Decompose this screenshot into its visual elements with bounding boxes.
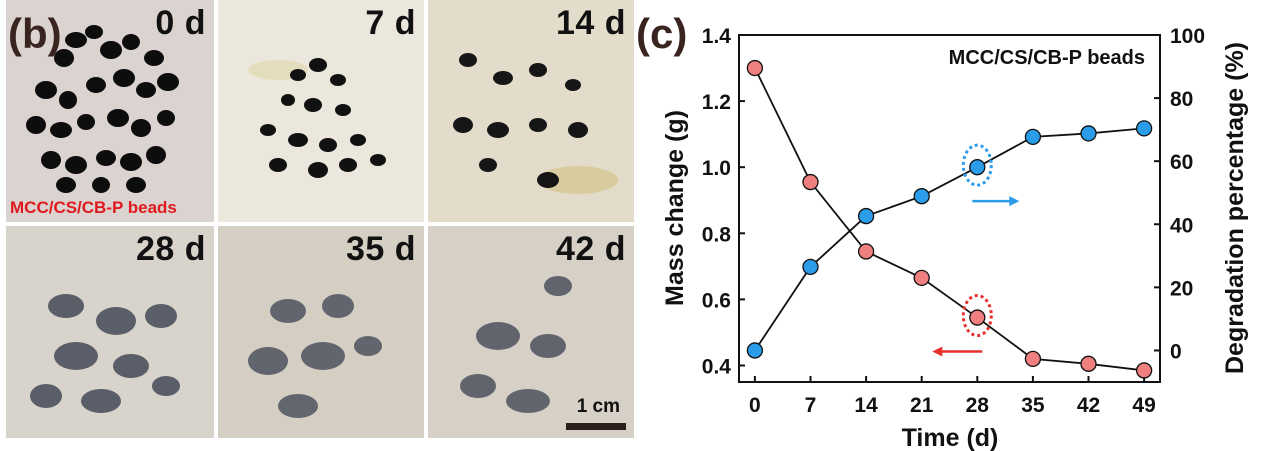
right-y-tick-label: 60 [1170,151,1193,174]
day-label: 14 d [555,4,626,42]
plot-frame [738,34,1161,383]
left-y-tick-label: 0.8 [702,223,732,246]
day-label: 42 d [555,230,626,268]
series-1-point [746,342,764,359]
arrow-right-head [1009,196,1020,207]
photo-day-42: 42 d 1 cm [428,226,634,438]
right-y-tick-label: 80 [1170,88,1193,111]
series-0-point [969,309,986,326]
series-0-point [746,59,764,77]
x-tick-label: 49 [1132,394,1155,417]
x-tick-label: 35 [1021,394,1045,417]
x-tick-label: 14 [854,394,878,417]
beads-photo-day-35 [218,226,424,438]
series-0-point [1024,350,1042,368]
series-0-point [802,173,819,191]
x-tick-label: 7 [805,394,817,417]
series-1-point [1080,125,1097,142]
series-0-point [913,269,930,287]
series-0-point [1135,362,1153,379]
photo-panel: 0 d MCC/CS/CB-P beads 7 d [6,0,634,438]
right-y-tick-label: 100 [1170,25,1205,48]
beads-photo-day-7 [218,0,424,222]
photo-day-35: 35 d [218,226,424,438]
x-tick-label: 21 [910,394,934,417]
left-y-tick-label: 1.0 [702,157,731,180]
series-1-point [913,188,930,205]
right-y-tick-label: 0 [1170,340,1182,363]
right-axis-label: Degradation percentage (%) [1221,42,1249,374]
scale-bar-label: 1 cm [576,396,620,417]
x-tick-label: 42 [1077,394,1100,417]
series-1-point [802,258,819,276]
series-1-point [1024,128,1042,146]
left-y-tick-label: 1.2 [702,91,731,114]
beads-photo-day-42 [428,226,634,438]
scale-bar [566,423,626,430]
x-tick-label: 0 [749,394,761,417]
series-0-point [1080,355,1097,372]
highlight-circle [961,143,993,187]
right-y-tick-label: 20 [1170,277,1193,300]
photo-day-7: 7 d [218,0,424,222]
left-y-tick-label: 0.4 [702,355,732,378]
series-1-point [857,207,875,225]
panel-letter-b: (b) [8,10,62,57]
highlight-circle [961,294,993,338]
day-label: 35 d [345,230,416,268]
chart-title: MCC/CS/CB-P beads [949,47,1145,69]
photo-day-28: 28 d [6,226,214,438]
beads-photo-day-0 [6,0,214,222]
beads-photo-day-28 [6,226,214,438]
panel-letter-c: (c) [636,10,688,57]
left-y-tick-label: 0.6 [702,289,731,312]
beads-photo-day-14 [428,0,634,222]
left-axis-label: Mass change (g) [661,110,689,306]
series-1-point [1135,120,1153,137]
arrow-left-head [932,346,943,357]
photo-day-0: 0 d MCC/CS/CB-P beads [6,0,214,222]
day-label: 28 d [135,230,206,268]
series-0-point [857,243,875,260]
photo-day-14: 14 d [428,0,634,222]
sample-label: MCC/CS/CB-P beads [10,198,177,217]
day-label: 7 d [365,4,416,42]
day-label: 0 d [155,4,206,42]
x-axis-label: Time (d) [902,424,999,451]
left-y-tick-label: 1.4 [702,25,732,48]
x-tick-label: 28 [966,394,990,417]
right-y-tick-label: 40 [1170,214,1193,237]
series-0-line [754,67,1145,372]
series-1-point [969,159,986,176]
series-1-line [754,127,1145,351]
